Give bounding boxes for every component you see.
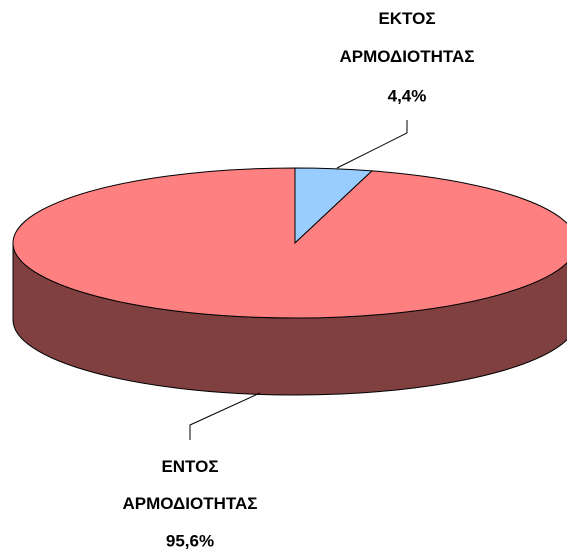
slice-label: ΕΝΤΟΣ ΑΡΜΟΔΙΟΤΗΤΑΣ: [123, 457, 258, 513]
value-label: 4,4%: [388, 86, 427, 105]
value-label: 95,6%: [166, 531, 214, 550]
leader-line: [189, 392, 261, 440]
pie-slice: [12, 167, 567, 319]
slice-label: ΕΚΤΟΣ ΑΡΜΟΔΙΟΤΗΤΑΣ: [340, 9, 475, 66]
leader-line: [336, 120, 408, 169]
